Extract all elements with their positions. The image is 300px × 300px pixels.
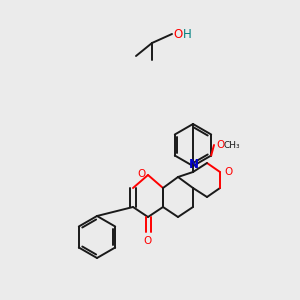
Text: O: O (138, 169, 146, 179)
Text: CH₃: CH₃ (224, 142, 241, 151)
Text: O: O (224, 167, 232, 177)
Text: O: O (173, 28, 182, 41)
Text: O: O (143, 236, 151, 246)
Text: H: H (183, 28, 192, 41)
Text: O: O (216, 140, 224, 150)
Text: N: N (189, 158, 199, 171)
